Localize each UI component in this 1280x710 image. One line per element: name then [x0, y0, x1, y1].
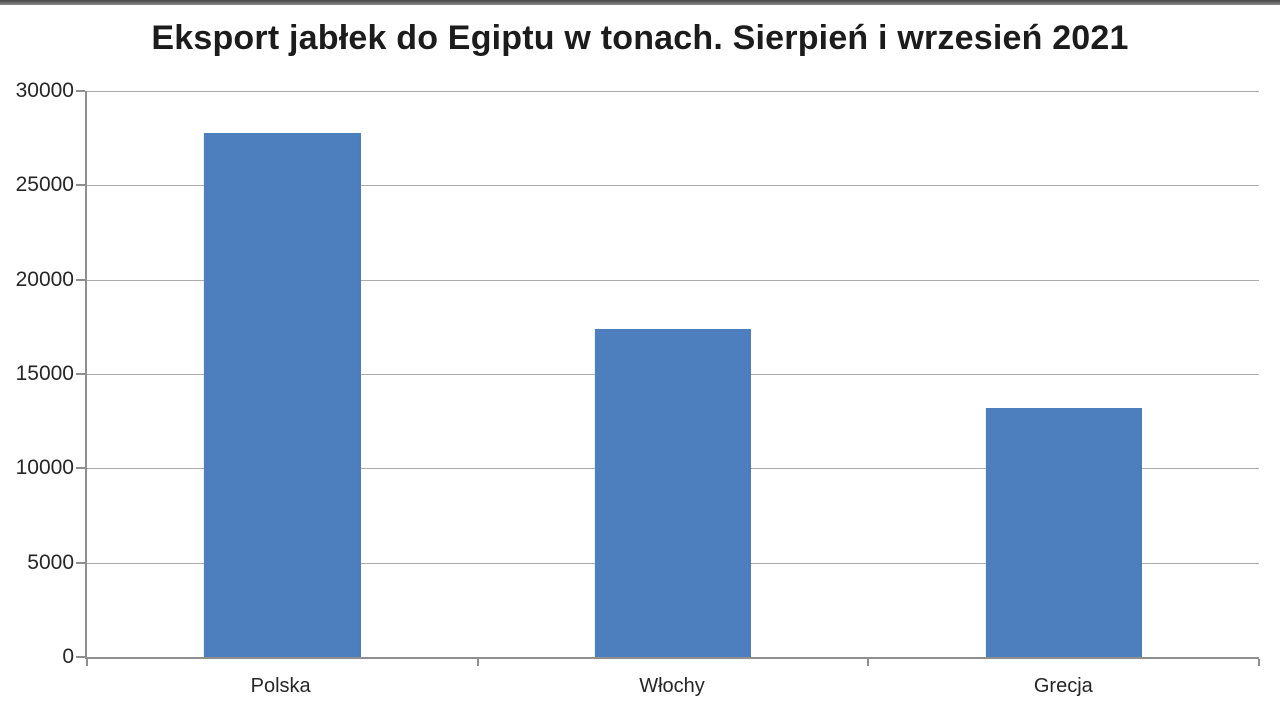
y-tick-label: 0	[62, 645, 74, 668]
gridline	[87, 91, 1259, 92]
plot-area	[76, 90, 1260, 666]
y-axis-tick	[76, 184, 85, 187]
y-tick-label: 25000	[15, 173, 74, 197]
x-axis-tick	[1258, 659, 1260, 666]
bar-włochy	[594, 328, 752, 657]
chart-title: Eksport jabłek do Egiptu w tonach. Sierp…	[151, 19, 1129, 57]
window-top-strip	[0, 0, 1280, 5]
x-category-label: Polska	[250, 675, 311, 697]
y-axis-tick	[76, 561, 85, 564]
y-axis-labels: 0 5000 10000 15000 20000 25000 30000	[0, 79, 74, 668]
x-category-label: Włochy	[639, 675, 705, 697]
y-tick-label: 5000	[27, 550, 74, 574]
y-axis-tick	[76, 656, 85, 658]
y-tick-label: 30000	[15, 79, 74, 102]
y-axis-tick	[76, 278, 85, 281]
x-axis-labels: Polska Włochy Grecja	[85, 661, 1259, 705]
y-tick-label: 15000	[15, 362, 74, 385]
y-axis-tick	[76, 467, 85, 470]
y-tick-label: 20000	[15, 267, 74, 291]
bar-polska	[204, 132, 361, 657]
gridline	[87, 279, 1259, 281]
y-tick-label: 10000	[15, 456, 74, 480]
y-axis-tick	[76, 90, 85, 92]
y-axis-tick	[76, 373, 85, 375]
x-category-label: Grecja	[1033, 675, 1093, 697]
x-axis-tick	[867, 659, 870, 666]
x-axis-tick	[476, 659, 479, 666]
gridline	[87, 185, 1259, 187]
bar-grecja	[985, 407, 1142, 657]
x-axis-tick	[86, 659, 88, 666]
